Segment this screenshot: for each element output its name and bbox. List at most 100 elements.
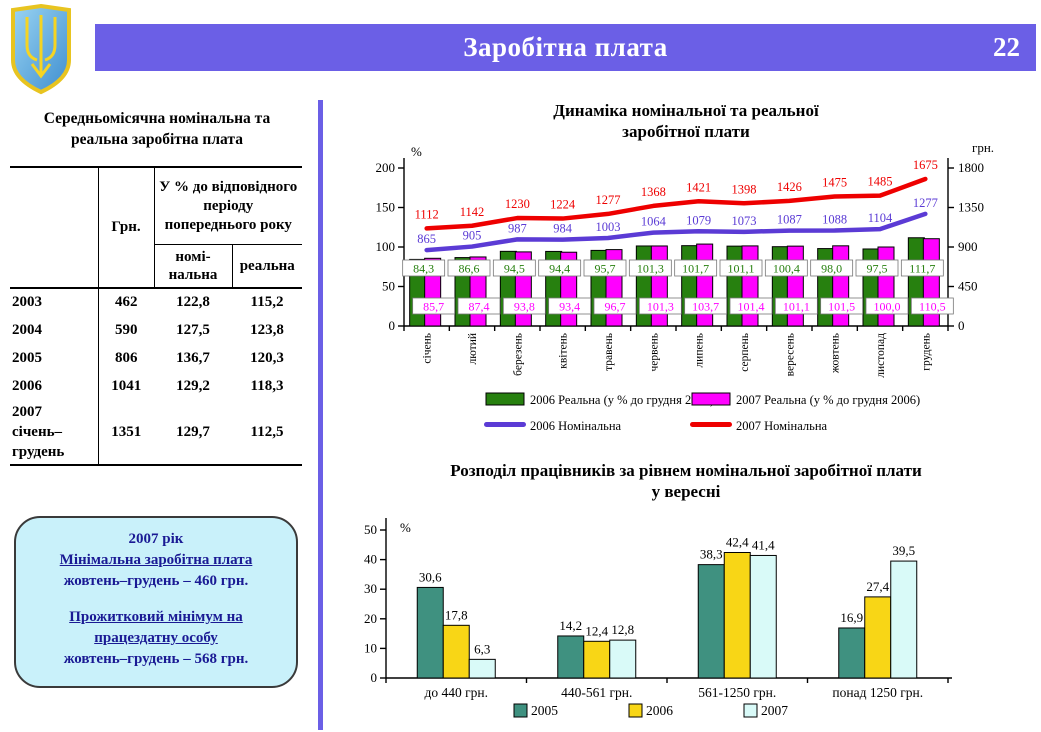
line-value-label: 1142 [460,205,485,219]
chart-element [628,259,672,277]
category-label: до 440 грн. [424,685,488,700]
legend-swatch [513,703,528,718]
legend-label: 2006 Номінальна [530,419,622,433]
bar-value-label: 94,4 [549,262,570,276]
wage-dynamics-chart: 0 50 100 150 200 0 450 900 1350 1800% грн. січень лю… [376,140,995,433]
chart-element [583,259,627,277]
bar-value-label: 101,4 [738,300,765,314]
right-axis-tick: 0 [958,318,965,333]
table-cell: 123,8 [250,321,284,338]
month-label: липень [694,333,706,368]
line-value-label: 1475 [822,176,847,190]
bar-2006 [723,551,751,679]
chart-element [502,297,546,315]
subsistence-min-link: Прожитковий мінімум на працездатну особу [69,609,243,646]
legend-line-swatch [690,422,732,427]
month-label: травень [603,333,615,371]
month-label: грудень [920,333,932,371]
legend-line-swatch [484,422,526,427]
bar-2005 [416,586,444,679]
bar-value-label: 87,4 [469,300,490,314]
y-axis-tick: 30 [364,581,377,596]
chart-element [855,259,899,277]
bar-value-label: 42,4 [726,534,749,549]
chart-element [910,297,954,315]
legend-label: 2005 [531,703,558,718]
bar-value-label: 101,3 [637,262,664,276]
bar-value-label: 98,0 [821,262,842,276]
bar-value-label: 101,1 [783,300,810,314]
line-value-label: 1368 [641,185,666,199]
bar-value-label: 97,5 [867,262,888,276]
chart2-title: Розподіл працівників за рівнем номінальн… [450,461,922,501]
page-title: Заробітна плата [463,32,668,62]
min-wage-link: Мінімальна заробітна плата [59,552,253,568]
table-cell: 1351 [98,400,154,466]
right-axis-label: грн. [972,140,994,155]
chart-element [457,297,501,315]
line-value-label: 984 [553,222,573,236]
chart-element [402,259,446,277]
table-row: 2005 806 136,7 120,3 [10,344,302,372]
month-label: січень [422,333,434,364]
vertical-divider [318,100,323,730]
bar-value-label: 30,6 [419,569,442,584]
table-cell: 122,8 [176,294,210,310]
line-value-label: 1485 [868,175,893,189]
bar-value-label: 12,8 [611,622,634,637]
trident-glyph [25,15,57,79]
bar-value-label: 93,4 [559,300,580,314]
chart-element [447,259,491,277]
bar-value-label: 14,2 [559,618,582,633]
bar-2005 [557,635,585,679]
table-row: 2004 590 127,5 123,8 [10,316,302,344]
chart-element [774,297,818,315]
bar-2007 [749,554,777,679]
chart-element [810,259,854,277]
line-value-label: 1112 [415,207,439,221]
table-row: 2007 січень– грудень 1351 129,7 112,5 [10,400,302,466]
y-axis-tick: 0 [371,670,378,685]
line-value-label: 905 [463,229,482,243]
bar-2007 [468,658,496,679]
legend-label: 2007 Реальна (у % до грудня 2006) [736,393,920,407]
bar-value-label: 93,8 [514,300,535,314]
right-axis-tick: 1350 [958,200,984,215]
table-corner-cell [10,166,99,289]
table-cell: 806 [115,349,138,366]
bar-value-label: 27,4 [866,579,889,594]
right-axis-tick: 450 [958,279,978,294]
table-cell: 136,7 [176,349,210,366]
y-axis-tick: 10 [364,640,377,655]
month-label: серпень [739,333,751,372]
legend-label: 2007 Номінальна [736,419,828,433]
line-2006-nominal [424,211,928,253]
chart1-title: Динаміка номінальної та реальної заробіт… [553,101,819,141]
chart-element [674,259,718,277]
line-value-label: 1398 [732,182,757,196]
line-value-label: 1104 [868,211,893,225]
bar-value-label: 103,7 [692,300,719,314]
min-wage-value: жовтень–грудень – 460 грн. [63,573,249,589]
bar-2007 [890,560,918,679]
left-axis-tick: 100 [376,239,396,254]
line-value-label: 1087 [777,213,802,227]
table-cell: 120,3 [250,349,284,366]
left-axis-tick: 150 [376,200,396,215]
chart-element [865,297,909,315]
bar-value-label: 95,7 [595,262,616,276]
bar-value-label: 100,4 [773,262,800,276]
wage-distribution-chart: 0 10 20 30 40 50 % 30,6 14,2 38,3 16,9 17,8 12,4 42,4… [364,518,952,718]
bar-value-label: 101,7 [682,262,709,276]
category-label: 440-561 грн. [561,685,632,700]
table-cell: 115,2 [250,294,284,310]
year-cell: 2007 січень– грудень [10,400,99,466]
chart-element [764,259,808,277]
chart-element [412,297,456,315]
bar-2005 [697,564,725,679]
chart-element [684,297,728,315]
year-cell: 2006 [10,372,99,400]
bar-value-label: 110,5 [919,300,946,314]
bar-value-label: 111,7 [909,262,935,276]
